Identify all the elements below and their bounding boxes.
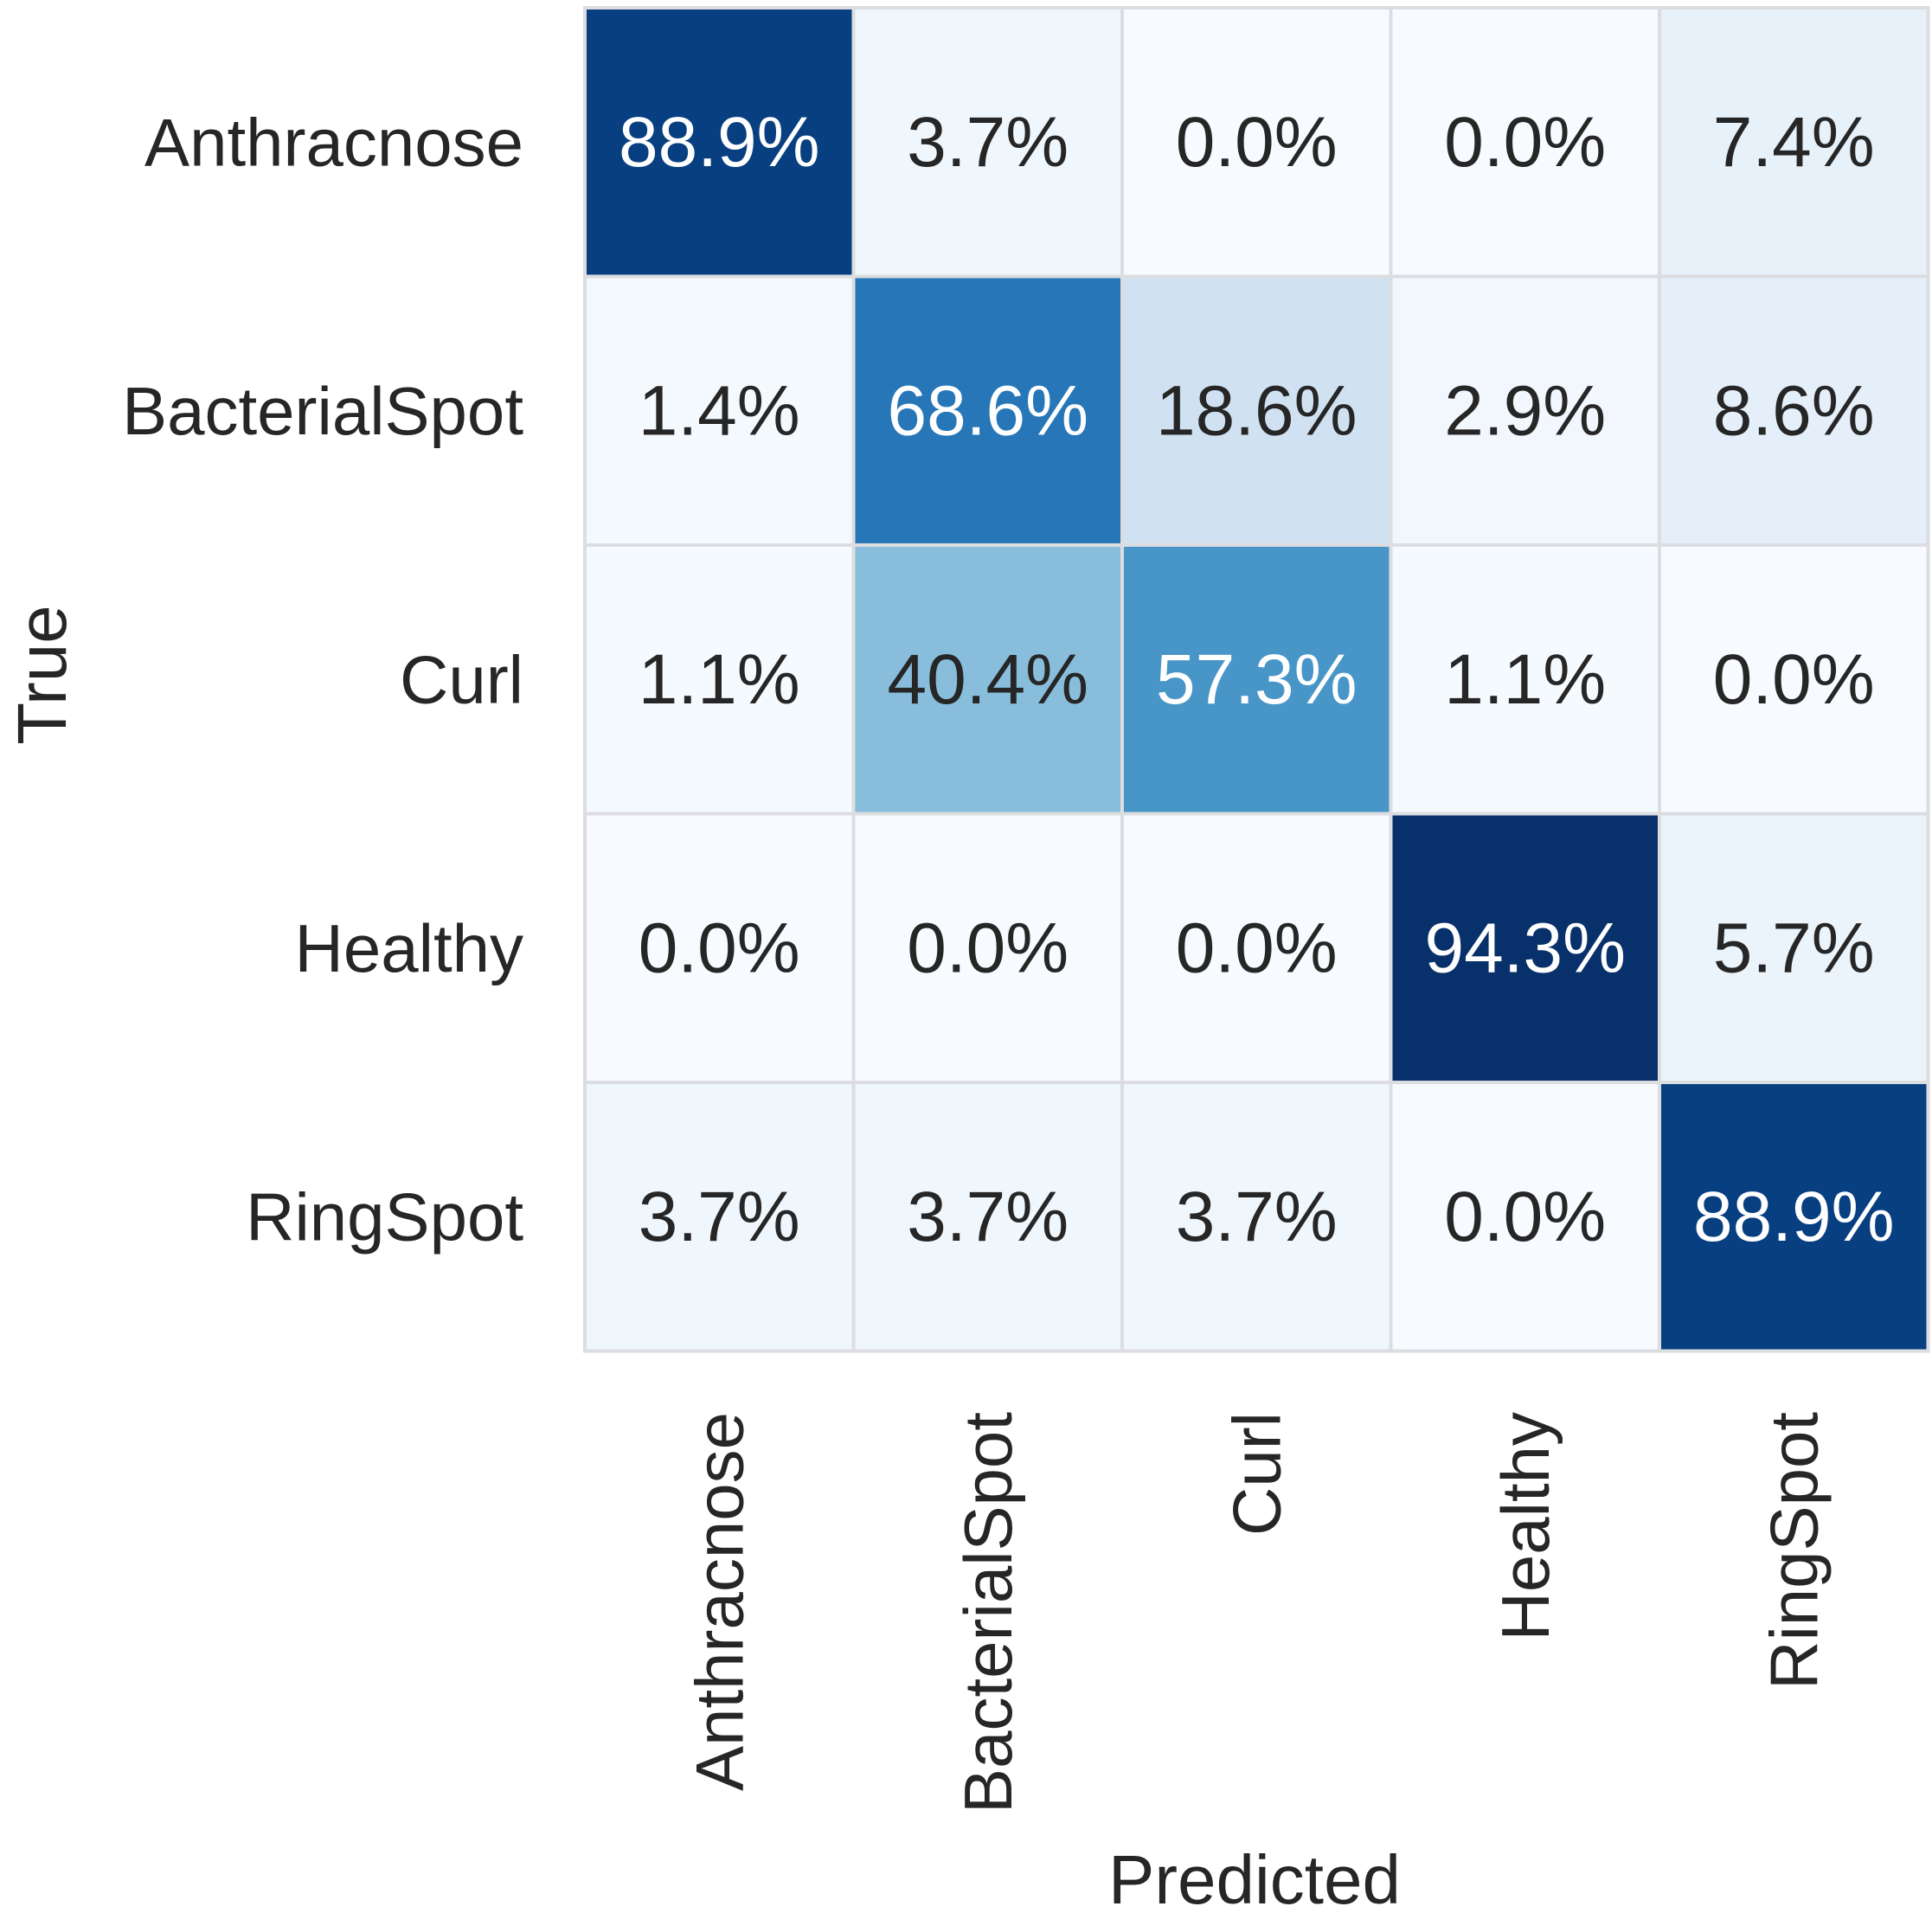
heatmap-cell-r0-c3 xyxy=(1389,6,1661,279)
cell-value-r2-c0: 1.1% xyxy=(639,640,800,719)
heatmap-cell-r2-c1 xyxy=(851,543,1124,816)
heatmap-cell-r2-c3 xyxy=(1389,543,1661,816)
cell-value-r2-c1: 40.4% xyxy=(887,640,1088,719)
cell-value-r4-c2: 3.7% xyxy=(1176,1178,1338,1256)
cell-value-r4-c3: 0.0% xyxy=(1444,1178,1606,1256)
cell-value-r4-c0: 3.7% xyxy=(639,1178,800,1256)
cell-value-r4-c4: 88.9% xyxy=(1693,1178,1895,1256)
y-tick-label-2: Curl xyxy=(400,641,523,717)
cell-value-r3-c0: 0.0% xyxy=(639,908,800,987)
cell-value-r2-c2: 57.3% xyxy=(1156,640,1358,719)
heatmap-cell-r0-c4 xyxy=(1658,6,1930,279)
cell-value-r4-c1: 3.7% xyxy=(907,1178,1069,1256)
heatmap-cell-r4-c4 xyxy=(1658,1081,1930,1353)
cell-value-r3-c2: 0.0% xyxy=(1176,908,1338,987)
heatmap-cell-r3-c4 xyxy=(1658,812,1930,1084)
heatmap-cell-r1-c4 xyxy=(1658,274,1930,547)
y-tick-labels: Anthracnose BacterialSpot Curl Healthy RingS… xyxy=(122,104,523,1255)
heatmap-cell-r4-c0 xyxy=(583,1081,856,1353)
cell-value-r3-c4: 5.7% xyxy=(1713,908,1875,987)
x-tick-label-0: Anthracnose xyxy=(681,1412,757,1791)
heatmap-cells: 88.9% 3.7% 0.0% 0.0% 7.4% 1.4% 68.6% 18.6% 2.9% 8… xyxy=(583,6,1930,1353)
cell-value-r2-c4: 0.0% xyxy=(1713,640,1875,719)
cell-value-r2-c3: 1.1% xyxy=(1444,640,1606,719)
y-tick-label-0: Anthracnose xyxy=(144,104,523,180)
x-tick-label-3: Healthy xyxy=(1487,1412,1563,1640)
cell-value-r3-c3: 94.3% xyxy=(1424,908,1626,987)
cell-value-r0-c3: 0.0% xyxy=(1444,103,1606,182)
heatmap-cell-r3-c0 xyxy=(583,812,856,1084)
x-tick-labels: Anthracnose BacterialSpot Curl Healthy RingS… xyxy=(681,1412,1832,1813)
cell-value-r1-c1: 68.6% xyxy=(887,371,1088,450)
cell-value-r1-c2: 18.6% xyxy=(1156,371,1358,450)
heatmap-cell-r2-c2 xyxy=(1120,543,1393,816)
cell-value-r0-c1: 3.7% xyxy=(907,103,1069,182)
cell-value-r0-c2: 0.0% xyxy=(1176,103,1338,182)
x-tick-label-1: BacterialSpot xyxy=(950,1412,1026,1813)
heatmap-cell-r0-c1 xyxy=(851,6,1124,279)
cell-value-r1-c3: 2.9% xyxy=(1444,371,1606,450)
heatmap-cell-r3-c2 xyxy=(1120,812,1393,1084)
heatmap-cell-r4-c2 xyxy=(1120,1081,1393,1353)
x-tick-label-4: RingSpot xyxy=(1755,1412,1832,1690)
x-axis-label: Predicted xyxy=(1108,1841,1401,1918)
heatmap-cell-r1-c0 xyxy=(583,274,856,547)
heatmap-cell-r0-c0 xyxy=(583,6,856,279)
x-tick-label-2: Curl xyxy=(1218,1412,1294,1536)
y-axis-label: True xyxy=(3,605,80,745)
heatmap-cell-r1-c2 xyxy=(1120,274,1393,547)
cell-value-r1-c4: 8.6% xyxy=(1713,371,1875,450)
y-tick-label-1: BacterialSpot xyxy=(122,373,523,449)
heatmap-cell-r4-c1 xyxy=(851,1081,1124,1353)
heatmap-cell-r0-c2 xyxy=(1120,6,1393,279)
heatmap-cell-r2-c4 xyxy=(1658,543,1930,816)
y-tick-label-3: Healthy xyxy=(295,910,523,986)
cell-value-r3-c1: 0.0% xyxy=(907,908,1069,987)
cell-value-r0-c0: 88.9% xyxy=(619,103,820,182)
cell-value-r1-c0: 1.4% xyxy=(639,371,800,450)
cell-value-r0-c4: 7.4% xyxy=(1713,103,1875,182)
heatmap-cell-r3-c1 xyxy=(851,812,1124,1084)
y-tick-label-4: RingSpot xyxy=(246,1178,523,1255)
heatmap-cell-r3-c3 xyxy=(1389,812,1661,1084)
